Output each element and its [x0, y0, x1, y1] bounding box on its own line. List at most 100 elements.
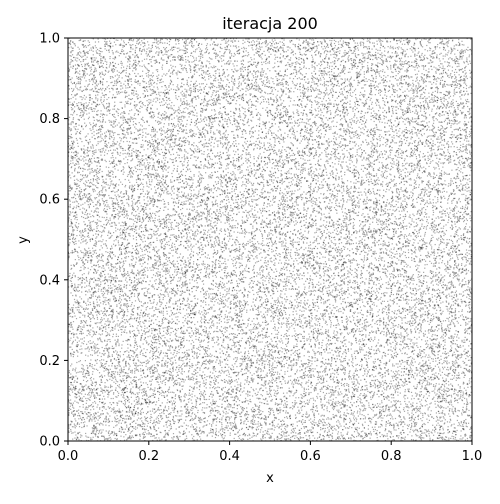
scatter-point [177, 339, 179, 341]
scatter-point [383, 210, 385, 212]
scatter-point [163, 103, 166, 106]
scatter-point [227, 355, 229, 358]
scatter-point [285, 288, 287, 290]
scatter-point [316, 365, 318, 367]
scatter-point [320, 378, 322, 381]
scatter-point [346, 229, 348, 232]
scatter-point [289, 364, 292, 367]
scatter-point [426, 383, 428, 385]
scatter-point [183, 67, 186, 69]
scatter-point [309, 134, 311, 136]
scatter-point [438, 112, 441, 115]
scatter-point [241, 304, 243, 306]
scatter-point [452, 430, 454, 432]
scatter-point [214, 49, 216, 51]
scatter-point [236, 408, 238, 410]
scatter-point [72, 356, 74, 358]
scatter-point [158, 308, 160, 310]
scatter-point [202, 83, 204, 85]
scatter-point [154, 62, 156, 64]
scatter-point [332, 389, 334, 391]
scatter-point [450, 137, 452, 139]
scatter-point [347, 385, 350, 388]
scatter-point [453, 209, 455, 211]
scatter-point [163, 59, 165, 61]
scatter-point [119, 125, 121, 128]
scatter-point [449, 286, 452, 288]
scatter-point [460, 171, 462, 173]
scatter-point [246, 379, 248, 382]
scatter-point [112, 393, 115, 395]
scatter-point [279, 129, 282, 131]
scatter-point [135, 356, 137, 358]
scatter-point [359, 299, 361, 301]
scatter-point [237, 166, 239, 169]
scatter-point [432, 140, 434, 142]
scatter-point [391, 237, 393, 240]
scatter-point [376, 202, 378, 204]
scatter-point [194, 165, 196, 167]
scatter-point [99, 128, 101, 130]
scatter-point [185, 412, 188, 414]
scatter-point [319, 388, 321, 391]
scatter-point [438, 177, 440, 180]
scatter-point [100, 317, 103, 319]
scatter-point [213, 323, 215, 325]
scatter-point [277, 221, 280, 223]
scatter-point [102, 329, 104, 332]
scatter-point [315, 340, 317, 342]
scatter-point [299, 86, 301, 88]
scatter-point [120, 321, 122, 323]
scatter-point [346, 101, 349, 103]
scatter-point [312, 173, 314, 175]
scatter-point [105, 149, 107, 151]
scatter-point [332, 147, 334, 150]
scatter-point [313, 46, 315, 49]
scatter-point [430, 150, 432, 152]
scatter-point [304, 265, 306, 267]
scatter-point [368, 78, 370, 81]
scatter-point [427, 390, 429, 393]
scatter-point [158, 340, 160, 342]
scatter-point [79, 388, 81, 390]
scatter-point [301, 395, 303, 397]
scatter-point [309, 197, 311, 199]
scatter-point [235, 304, 237, 306]
scatter-point [165, 152, 167, 154]
scatter-point [177, 327, 179, 330]
scatter-point [357, 84, 359, 86]
scatter-point [159, 274, 161, 277]
scatter-point [329, 434, 331, 436]
scatter-point [223, 327, 225, 329]
scatter-point [354, 286, 356, 289]
scatter-point [96, 351, 98, 353]
scatter-point [276, 181, 279, 183]
scatter-point [464, 49, 466, 51]
scatter-point [122, 232, 124, 234]
scatter-point [375, 432, 378, 435]
scatter-point [300, 112, 302, 114]
scatter-point [238, 303, 241, 305]
scatter-point [466, 77, 468, 80]
scatter-point [391, 257, 393, 259]
scatter-point [401, 154, 403, 157]
scatter-point [212, 205, 214, 207]
scatter-point [218, 69, 220, 71]
scatter-point [404, 234, 406, 236]
scatter-point [436, 174, 438, 176]
scatter-point [235, 401, 237, 403]
scatter-point [328, 436, 330, 438]
scatter-point [287, 191, 290, 193]
scatter-point [152, 129, 155, 131]
scatter-point [373, 151, 376, 153]
scatter-point [201, 318, 203, 320]
scatter-point [456, 135, 458, 137]
scatter-point [247, 359, 249, 361]
scatter-point [135, 334, 137, 336]
scatter-point [276, 403, 278, 405]
scatter-point [300, 166, 302, 168]
scatter-point [411, 257, 413, 259]
scatter-point [333, 425, 335, 427]
scatter-point [300, 228, 302, 231]
scatter-point [416, 92, 418, 94]
